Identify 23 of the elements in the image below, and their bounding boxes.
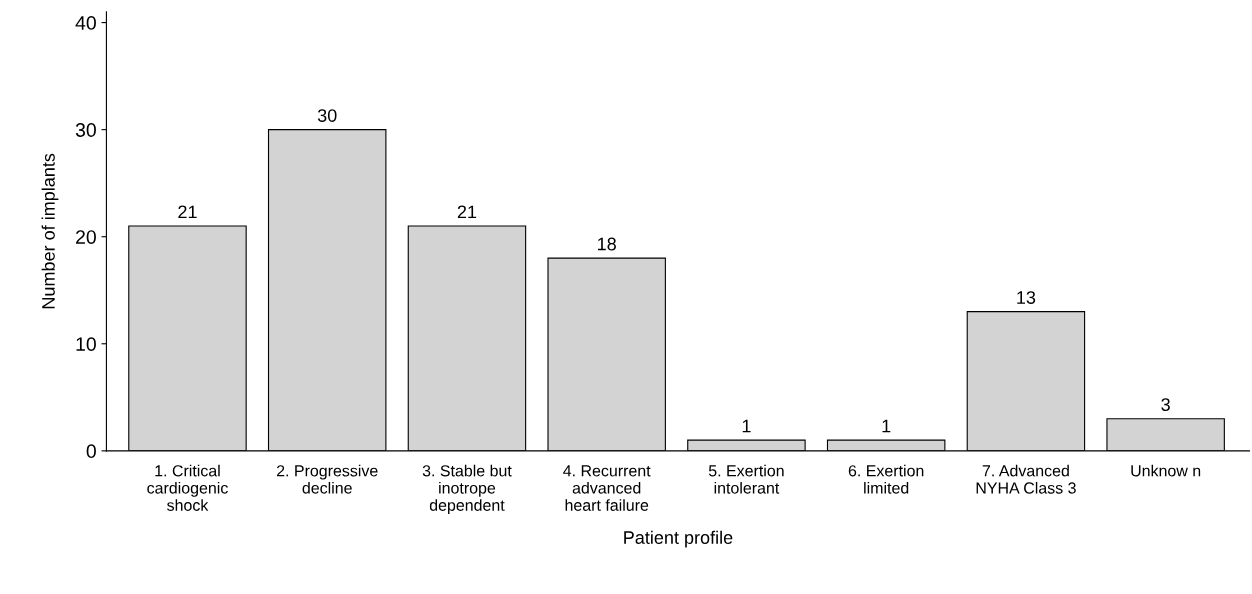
data-label: 3 [1161, 398, 1170, 411]
x-tick-label: 7. Advanced NYHA Class 3 [976, 464, 1076, 494]
x-axis-title: Patient profile [624, 530, 733, 548]
y-axis-title: Number of implants [41, 153, 59, 309]
y-tick-label: 20 [76, 230, 96, 244]
y-tick-label: 10 [76, 337, 96, 352]
x-tick-label: 6. Exertion limited [848, 464, 924, 494]
data-label: 1 [742, 419, 751, 433]
x-tick-label: 1. Critical cardiogenic shock [147, 464, 228, 511]
x-tick-label: Unknow n [1131, 464, 1201, 477]
x-tick-label: 2. Progressive decline [276, 464, 378, 494]
data-label: 18 [598, 237, 616, 251]
y-tick-label: 0 [86, 444, 96, 459]
data-label: 13 [1017, 291, 1036, 304]
y-tick-label: 30 [75, 123, 96, 137]
data-label: 30 [317, 109, 337, 122]
x-tick-label: 5. Exertion intolerant [708, 464, 784, 494]
data-label: 21 [178, 205, 197, 219]
data-label: 1 [882, 419, 891, 433]
x-tick-label: 3. Stable but inotrope dependent [422, 464, 512, 515]
y-tick-label: 40 [75, 16, 96, 30]
data-label: 21 [457, 205, 477, 219]
x-tick-label: 4. Recurrent advanced heart failure [563, 465, 651, 511]
